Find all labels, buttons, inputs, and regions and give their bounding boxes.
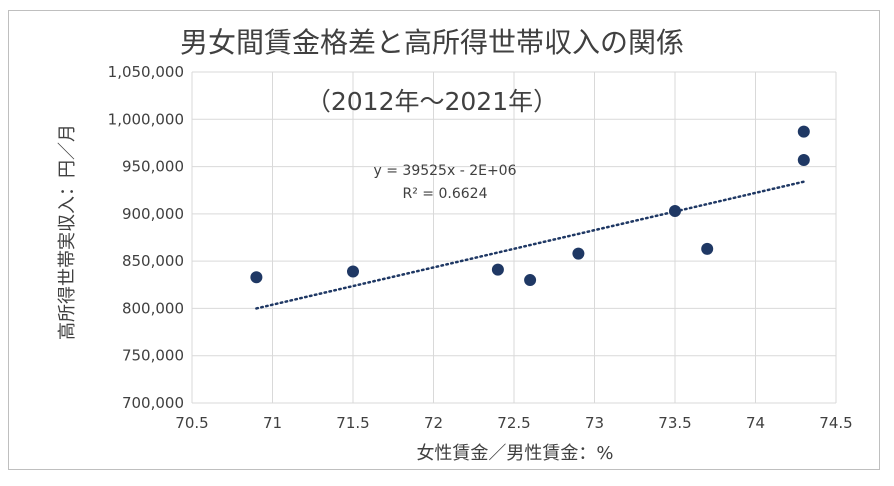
trendline-r-squared: R² = 0.6624 [403,186,488,202]
y-tick-label: 800,000 [122,299,184,317]
x-axis-label: 女性賃金／男性賃金：% [416,443,613,464]
y-tick-label: 700,000 [122,394,184,412]
chart-title: 男女間賃金格差と高所得世帯収入の関係 [180,26,684,59]
data-point [524,274,537,287]
x-tick-label: 74.5 [819,414,852,432]
data-point [669,205,681,218]
data-point [572,247,585,260]
y-tick-label: 950,000 [122,158,184,176]
x-tick-label: 73.5 [658,414,691,432]
data-point [797,153,810,166]
data-points [250,125,810,287]
data-point [347,265,359,278]
gridlines [191,71,837,404]
trendline-layer [255,180,806,310]
x-tick-label: 72.5 [497,414,530,432]
y-axis-ticks: 700,000 750,000 800,000 850,000 900,000 950,0… [108,63,184,412]
linear-trendline [255,180,806,310]
x-axis-ticks: 70.5 71 71.5 72 72.5 73 73.5 74 74.5 [175,414,852,432]
y-tick-label: 1,050,000 [108,63,184,81]
data-point [491,263,504,276]
x-tick-label: 73 [585,414,604,432]
y-tick-label: 1,000,000 [108,110,184,128]
y-tick-label: 850,000 [122,252,184,270]
y-tick-label: 900,000 [122,205,184,223]
x-tick-label: 70.5 [175,414,208,432]
data-point [250,271,263,284]
y-tick-label: 750,000 [122,347,184,365]
y-axis-label: 高所得世帯実収入：円／月 [57,124,78,340]
data-point [701,242,714,255]
x-tick-label: 72 [424,414,443,432]
chart-area [8,10,880,470]
data-point [797,125,810,138]
x-tick-label: 71 [263,414,282,432]
chart-subtitle: （2012年～2021年） [306,87,558,116]
x-tick-label: 74 [746,414,765,432]
trendline-equation: y = 39525x - 2E+06 [374,163,517,179]
x-tick-label: 71.5 [336,414,369,432]
